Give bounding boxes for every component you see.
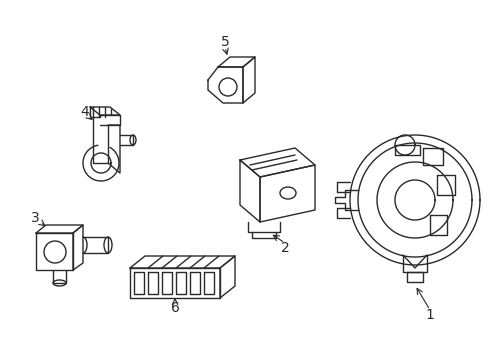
- Text: 3: 3: [31, 211, 40, 225]
- Text: 4: 4: [81, 105, 89, 119]
- Text: 1: 1: [425, 308, 433, 322]
- Text: 6: 6: [170, 301, 179, 315]
- Text: 2: 2: [280, 241, 289, 255]
- Text: 5: 5: [220, 35, 229, 49]
